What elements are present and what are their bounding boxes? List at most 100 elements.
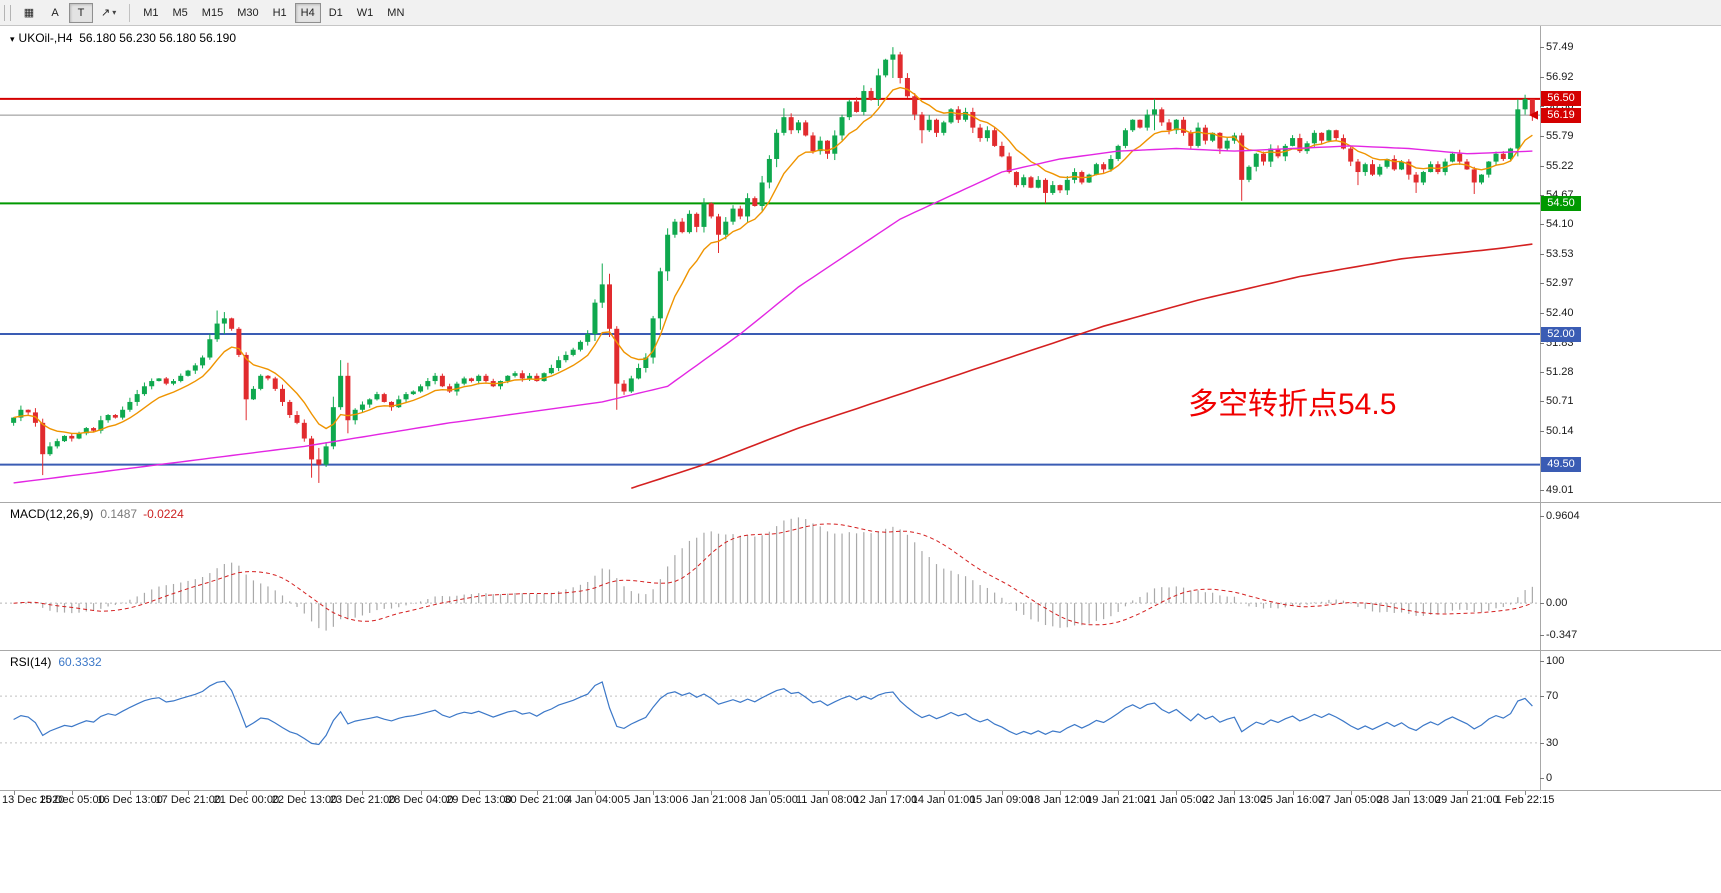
price-tick-mark <box>1540 135 1544 137</box>
time-tick-mark <box>536 791 538 795</box>
macd-tick-mark <box>1540 603 1544 605</box>
time-tick-mark <box>1466 791 1468 795</box>
price-tick-mark <box>1540 165 1544 167</box>
rsi-value: 60.3332 <box>58 655 102 669</box>
macd-label: MACD(12,26,9) <box>10 507 94 521</box>
time-tick-mark <box>420 791 422 795</box>
macd-signal-value: -0.0224 <box>143 507 184 521</box>
time-axis-label: 30 Dec 21:00 <box>504 794 570 806</box>
chart-ohlc-header: ▾ UKOil-,H4 56.180 56.230 56.180 56.190 <box>10 31 236 45</box>
macd-signal-line <box>13 523 1533 626</box>
macd-axis-label: 0.9604 <box>1546 510 1580 523</box>
annotation-text[interactable]: 多空转折点54.5 <box>1188 388 1396 421</box>
time-tick-mark <box>769 791 771 795</box>
price-chart-svg[interactable]: 多空转折点54.5 <box>0 26 1540 502</box>
price-tick-label: 51.28 <box>1546 365 1574 378</box>
time-axis-label: 28 Jan 13:00 <box>1376 794 1441 806</box>
time-axis-label: 21 Dec 00:00 <box>213 794 280 806</box>
symbol-menu-icon[interactable]: ▾ <box>10 34 15 44</box>
time-tick-mark <box>13 791 15 795</box>
panel-separator-2[interactable] <box>0 650 1721 651</box>
text-tool-button[interactable]: T <box>69 2 93 23</box>
rsi-header: RSI(14) 60.3332 <box>10 655 102 669</box>
time-axis-label: 25 Jan 16:00 <box>1260 794 1325 806</box>
time-tick-mark <box>362 791 364 795</box>
macd-axis-label: 0.00 <box>1546 597 1568 610</box>
time-tick-mark <box>594 791 596 795</box>
price-tick-mark <box>1540 254 1544 256</box>
tool-group: ▦ A T ↗ ▾ <box>16 2 123 23</box>
hline-price-badge: 52.00 <box>1541 326 1581 342</box>
macd-main-value: 0.1487 <box>100 507 138 521</box>
rsi-tick-mark <box>1540 696 1544 698</box>
timeframe-m15-button[interactable]: M15 <box>196 3 229 23</box>
timeframe-h4-button[interactable]: H4 <box>294 2 321 23</box>
price-tick-label: 53.53 <box>1546 248 1574 261</box>
time-tick-mark <box>1060 791 1062 795</box>
panel-separator-1[interactable] <box>0 502 1721 503</box>
time-axis-label: 18 Jan 12:00 <box>1028 794 1092 806</box>
toolbar: ▦ A T ↗ ▾ M1 M5 M15 M30 H1 H4 D1 W1 MN <box>0 0 1721 26</box>
price-tick-mark <box>1540 431 1544 433</box>
time-tick-mark <box>1176 791 1178 795</box>
time-axis-label: 11 Jan 08:00 <box>796 794 859 806</box>
time-axis-label: 4 Jan 04:00 <box>565 794 624 806</box>
time-tick-mark <box>885 791 887 795</box>
draw-tool-button[interactable]: ↗ ▾ <box>95 3 122 23</box>
rsi-axis-label: 100 <box>1546 655 1565 667</box>
hline-price-badge: 56.50 <box>1541 91 1581 107</box>
chart-grid-button[interactable]: ▦ <box>17 3 41 23</box>
price-tick-mark <box>1540 224 1544 226</box>
time-axis-label: 15 Dec 05:00 <box>39 794 105 806</box>
price-tick-mark <box>1540 371 1544 373</box>
time-axis-label: 22 Jan 13:00 <box>1202 794 1267 806</box>
macd-axis-label: -0.347 <box>1546 628 1578 641</box>
price-tick-mark <box>1540 490 1544 492</box>
macd-header: MACD(12,26,9) 0.1487 -0.0224 <box>10 507 184 521</box>
time-tick-mark <box>827 791 829 795</box>
rsi-chart-svg[interactable] <box>0 651 1540 790</box>
timeframe-m30-button[interactable]: M30 <box>231 3 264 23</box>
ma-mid-line <box>13 145 1533 484</box>
price-tick-mark <box>1540 76 1544 78</box>
dropdown-caret-icon[interactable]: ▾ <box>112 8 117 17</box>
timeframe-mn-button[interactable]: MN <box>381 3 410 23</box>
time-axis-label: 23 Dec 21:00 <box>329 794 396 806</box>
price-tick-mark <box>1540 313 1544 315</box>
panel-separator-3[interactable] <box>0 790 1721 791</box>
price-tick-label: 55.22 <box>1546 159 1574 172</box>
hline-price-badge: 54.50 <box>1541 195 1581 211</box>
time-axis-label: 1 Feb 22:15 <box>1495 794 1555 806</box>
time-axis-label: 12 Jan 17:00 <box>853 794 918 806</box>
rsi-axis-label: 30 <box>1546 736 1559 749</box>
toolbar-separator <box>129 3 131 22</box>
time-axis-label: 17 Dec 21:00 <box>155 794 221 806</box>
price-tick-mark <box>1540 194 1544 196</box>
toolbar-grip[interactable] <box>4 4 11 21</box>
current-price-badge: 56.19 <box>1541 107 1581 123</box>
timeframe-m1-button[interactable]: M1 <box>137 3 164 23</box>
price-tick-label: 50.71 <box>1546 395 1574 408</box>
rsi-tick-mark <box>1540 778 1544 779</box>
time-axis-label: 13 Dec 2020 <box>2 794 65 806</box>
time-tick-mark <box>1234 791 1236 795</box>
timeframe-group: M1 M5 M15 M30 H1 H4 D1 W1 MN <box>136 2 411 23</box>
macd-chart-svg[interactable] <box>0 503 1540 650</box>
time-axis-label: 8 Jan 05:00 <box>740 794 798 806</box>
rsi-tick-mark <box>1540 742 1544 744</box>
time-tick-mark <box>1292 791 1294 795</box>
timeframe-h1-button[interactable]: H1 <box>267 3 293 23</box>
time-axis-label: 21 Jan 05:00 <box>1144 794 1208 806</box>
timeframe-w1-button[interactable]: W1 <box>351 3 380 23</box>
ma-fast-line <box>13 86 1533 435</box>
label-a-button[interactable]: A <box>43 3 67 23</box>
timeframe-d1-button[interactable]: D1 <box>323 3 349 23</box>
time-tick-mark <box>1408 791 1410 795</box>
timeframe-m5-button[interactable]: M5 <box>167 3 194 23</box>
time-tick-mark <box>711 791 713 795</box>
chart-ohlc-values: 56.180 56.230 56.180 56.190 <box>79 31 237 45</box>
time-tick-mark <box>304 791 306 795</box>
rsi-axis-label: 0 <box>1546 772 1553 784</box>
time-axis-label: 29 Dec 13:00 <box>446 794 512 806</box>
rsi-tick-mark <box>1540 661 1544 662</box>
